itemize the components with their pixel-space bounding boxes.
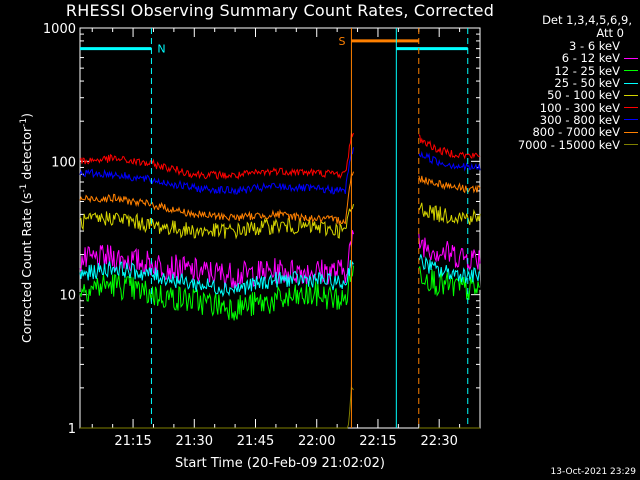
series-line [79, 265, 354, 321]
x-tick-label: 21:15 [114, 434, 151, 449]
legend-item-label: 6 - 12 keV [561, 51, 620, 66]
legend-item-label: 25 - 50 keV [554, 76, 620, 91]
series-line [79, 230, 354, 289]
annotation-label: N [157, 43, 165, 56]
legend: Det 1,3,4,5,6,9, Att 0 3 - 6 keV 6 - 12 k… [484, 13, 638, 152]
timestamp: 13-Oct-2021 23:29 [550, 467, 636, 477]
x-tick-label: 22:00 [298, 434, 335, 449]
y-axis-label-sup2: -1 [19, 118, 29, 127]
legend-item-label: 12 - 25 keV [554, 63, 620, 78]
legend-item: 800 - 7000 keV [484, 125, 638, 140]
legend-header-line2: Att 0 [596, 26, 624, 40]
x-tick-label: 22:30 [420, 434, 457, 449]
series-line [418, 175, 481, 194]
legend-item: 300 - 800 keV [484, 112, 638, 127]
legend-item-label: 7000 - 15000 keV [517, 137, 620, 152]
legend-item: 50 - 100 keV [484, 88, 638, 103]
series-line [418, 202, 481, 225]
series-layer [79, 132, 481, 429]
x-tick-label: 22:15 [359, 434, 396, 449]
series-line [79, 260, 354, 298]
y-axis-label-main: Corrected Count Rate (s [19, 193, 34, 343]
legend-item: 3 - 6 keV [484, 39, 638, 54]
legend-item-label: 800 - 7000 keV [532, 125, 620, 140]
legend-item-swatch [624, 94, 638, 96]
legend-item-label: 3 - 6 keV [569, 39, 620, 54]
y-axis-label-end: ) [19, 113, 34, 118]
legend-item: 25 - 50 keV [484, 76, 638, 91]
legend-item-label: 300 - 800 keV [539, 112, 620, 127]
series-line [418, 134, 481, 160]
series-line [418, 254, 481, 283]
annotation-label: S [338, 35, 345, 48]
legend-item-swatch [624, 119, 638, 121]
x-tick-label: 21:45 [237, 434, 274, 449]
legend-item-swatch [624, 82, 638, 84]
legend-header-line1: Det 1,3,4,5,6,9, [542, 13, 632, 27]
legend-item: 7000 - 15000 keV [484, 137, 638, 152]
series-line [80, 386, 354, 429]
x-axis-label: Start Time (20-Feb-09 21:02:02) [175, 456, 385, 471]
series-line [79, 203, 354, 240]
y-tick-label: 100 [51, 155, 76, 170]
y-axis-label-mid: detector [19, 126, 34, 184]
x-tick-label: 21:30 [176, 434, 213, 449]
series-line [79, 147, 354, 196]
legend-item: 6 - 12 keV [484, 51, 638, 66]
legend-item-label: 100 - 300 keV [539, 100, 620, 115]
legend-item-swatch [624, 57, 638, 59]
legend-item-swatch [624, 70, 638, 72]
chart-title: RHESSI Observing Summary Count Rates, Co… [65, 1, 495, 20]
legend-item-swatch [624, 144, 638, 146]
legend-item-swatch [624, 107, 638, 109]
series-line [418, 233, 481, 272]
axes-group: 1 10 100 1000 21:15 21:30 21:45 22:00 22:15 22:30 [43, 22, 481, 449]
legend-item: 12 - 25 keV [484, 63, 638, 78]
legend-item: 100 - 300 keV [484, 100, 638, 115]
y-axis-label: Corrected Count Rate (s-1 detector-1) [19, 113, 34, 343]
series-line [418, 266, 481, 301]
series-line [418, 150, 481, 172]
y-tick-label: 10 [59, 289, 76, 304]
legend-item-swatch [624, 131, 638, 133]
legend-item-swatch [624, 45, 638, 47]
series-line [79, 132, 354, 180]
legend-item-label: 50 - 100 keV [547, 88, 620, 103]
y-tick-label: 1000 [43, 22, 76, 37]
series-line [79, 171, 354, 226]
annotation-layer: NS [80, 28, 469, 428]
y-axis-label-sup1: -1 [19, 184, 29, 193]
y-tick-label: 1 [68, 422, 76, 437]
legend-items: 3 - 6 keV 6 - 12 keV 12 - 25 keV 25 - 50 ke… [484, 39, 638, 152]
